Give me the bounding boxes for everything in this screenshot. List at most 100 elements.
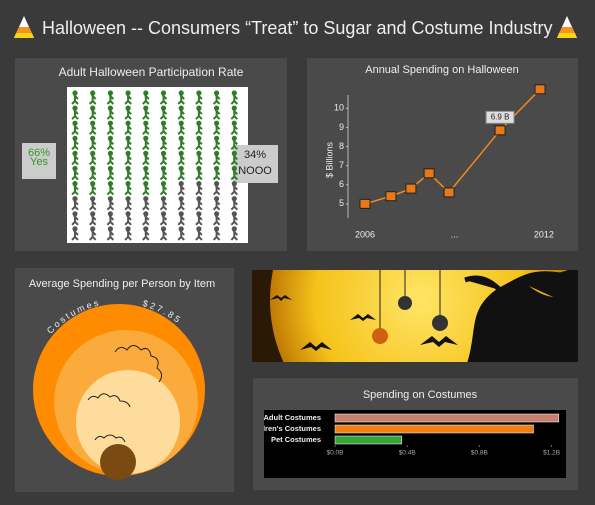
pictogram-icon — [177, 226, 185, 241]
pictogram-icon — [212, 90, 221, 105]
pictogram-icon — [212, 150, 221, 166]
icon-head — [143, 135, 149, 141]
icon-body — [177, 154, 185, 166]
icon-body — [124, 124, 132, 135]
icon-body — [142, 154, 150, 166]
marker — [534, 84, 546, 95]
icon-body — [106, 124, 115, 135]
icon-body — [230, 94, 239, 105]
icon-body — [230, 230, 239, 241]
icon-head — [231, 211, 237, 217]
icon-head — [107, 181, 113, 187]
icon-body — [159, 169, 168, 181]
x-tick-label: 2006 — [355, 229, 375, 239]
icon-head — [214, 165, 220, 172]
icon-body — [106, 109, 115, 120]
icon-head — [196, 135, 202, 141]
icon-head — [90, 135, 96, 141]
icon-head — [196, 90, 202, 96]
icon-body — [195, 139, 203, 151]
icon-body — [230, 124, 239, 135]
icon-body — [88, 199, 97, 211]
icon-head — [196, 211, 202, 217]
icon-body — [124, 169, 132, 181]
pictogram-icon — [106, 90, 115, 105]
pictogram-icon — [195, 150, 203, 166]
icon-body — [177, 124, 185, 135]
value-label: 34% — [244, 149, 266, 161]
icon-body — [71, 215, 79, 226]
icon-body — [124, 230, 132, 241]
icon-body — [177, 230, 185, 241]
pictogram-icon — [159, 135, 168, 151]
icon-body — [212, 199, 221, 211]
pictogram-icon — [88, 120, 97, 135]
icon-head — [72, 226, 78, 232]
icon-body — [230, 139, 239, 151]
icon-head — [178, 165, 184, 172]
pictogram-icon — [88, 165, 97, 181]
icon-body — [142, 199, 150, 211]
icon-body — [159, 199, 168, 211]
icon-head — [125, 165, 131, 172]
icon-head — [125, 105, 131, 111]
icon-head — [125, 120, 131, 126]
pictogram-icon — [106, 211, 115, 226]
pictogram-icon — [124, 226, 132, 241]
icon-head — [160, 226, 167, 232]
icon-head — [143, 120, 149, 126]
pictogram-icon — [71, 135, 79, 151]
pictogram-icon — [230, 150, 239, 166]
pictogram-icon — [124, 90, 132, 105]
icon-head — [143, 105, 149, 111]
icon-head — [90, 120, 96, 126]
pictogram-icon — [124, 120, 132, 135]
pictogram-icon — [212, 226, 221, 241]
pictogram-icon — [71, 105, 79, 120]
pictogram-icon — [177, 90, 185, 105]
icon-head — [178, 196, 184, 202]
icon-body — [88, 230, 97, 241]
y-tick-label: 5 — [339, 198, 344, 208]
icon-body — [212, 154, 221, 166]
marker — [385, 191, 397, 202]
icon-body — [142, 124, 150, 135]
pictogram-icon — [142, 135, 150, 151]
icon-head — [107, 120, 113, 126]
icon-body — [142, 109, 150, 120]
icon-head — [143, 150, 149, 156]
icon-head — [160, 196, 167, 202]
marker — [443, 187, 455, 198]
icon-head — [72, 196, 78, 202]
pictogram-icon — [71, 181, 79, 196]
icon-body — [230, 215, 239, 226]
icon-body — [195, 215, 203, 226]
icon-body — [212, 169, 221, 181]
icon-body — [88, 94, 97, 105]
no-box — [233, 145, 278, 183]
icon-body — [71, 154, 79, 166]
pictogram-icon — [142, 165, 150, 181]
chart-title: Average Spending per Person by Item — [29, 278, 215, 290]
icon-head — [143, 226, 149, 232]
pictogram-icon — [230, 181, 239, 196]
icon-body — [124, 109, 132, 120]
pictogram-icon — [177, 105, 185, 120]
pictogram-icon — [212, 135, 221, 151]
icon-body — [106, 215, 115, 226]
icon-head — [107, 211, 113, 217]
pictogram-icon — [124, 196, 132, 211]
bar-group: Adult Costumes Children's Costumes Pet Cos… — [264, 413, 560, 445]
icon-head — [72, 105, 78, 111]
icon-body — [195, 184, 203, 196]
icon-body — [195, 199, 203, 211]
icon-head — [107, 105, 113, 111]
marker — [405, 183, 417, 194]
icon-body — [142, 94, 150, 105]
icon-body — [106, 199, 115, 211]
icon-body — [212, 215, 221, 226]
icon-head — [90, 150, 96, 156]
icon-head — [72, 165, 78, 172]
pictogram-icon — [195, 226, 203, 241]
pictogram-icon — [106, 181, 115, 196]
